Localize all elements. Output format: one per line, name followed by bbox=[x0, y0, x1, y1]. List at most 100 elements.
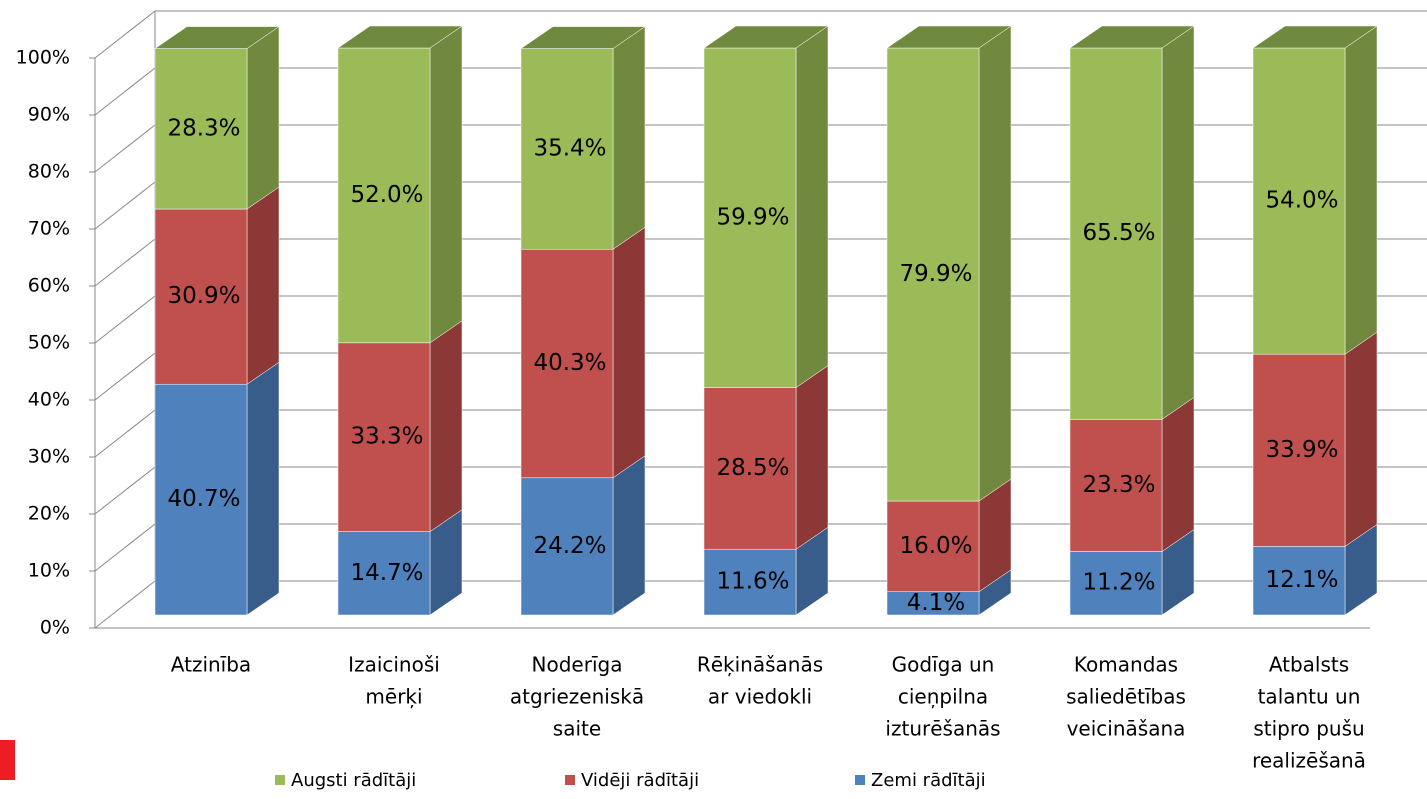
bar bbox=[337, 531, 431, 616]
data-label: 30.9% bbox=[167, 283, 240, 309]
legend-label: Vidēji rādītāji bbox=[581, 770, 699, 791]
x-tick-label: stipro pušu bbox=[1253, 717, 1364, 741]
y-tick-label: 30% bbox=[28, 446, 70, 468]
grid-line-depth bbox=[94, 466, 156, 515]
legend-label: Zemi rādītāji bbox=[871, 770, 986, 791]
bar-top bbox=[1069, 25, 1195, 49]
x-tick-label: saliedētības bbox=[1066, 685, 1186, 709]
y-tick-label: 60% bbox=[28, 275, 70, 297]
y-tick-label: 40% bbox=[28, 389, 70, 411]
x-tick-label: atgriezeniskā bbox=[510, 685, 644, 709]
data-label: 4.1% bbox=[907, 590, 965, 616]
legend-swatch bbox=[565, 775, 575, 785]
bar bbox=[337, 342, 431, 532]
bar-top bbox=[337, 25, 463, 49]
bar-side bbox=[246, 361, 280, 616]
bar-top bbox=[154, 26, 280, 49]
bar bbox=[703, 548, 797, 616]
x-tick-label: Atbalsts bbox=[1269, 653, 1349, 677]
data-label: 40.3% bbox=[533, 350, 606, 376]
grid-line-depth bbox=[94, 352, 156, 401]
bar-side bbox=[612, 455, 646, 616]
data-label: 14.7% bbox=[350, 560, 423, 586]
bar bbox=[154, 48, 248, 210]
x-tick-label: ar viedokli bbox=[708, 685, 812, 709]
x-tick-label: saite bbox=[553, 717, 601, 741]
legend-label: Augsti rādītāji bbox=[291, 770, 416, 791]
x-tick-label: veicināšana bbox=[1067, 717, 1186, 741]
bar bbox=[886, 500, 980, 593]
grid-line-depth bbox=[94, 181, 156, 230]
bar bbox=[1252, 546, 1346, 616]
bar bbox=[154, 383, 248, 616]
data-label: 35.4% bbox=[533, 135, 606, 161]
data-label: 28.5% bbox=[716, 455, 789, 481]
y-tick-label: 50% bbox=[28, 332, 70, 354]
bar-side bbox=[429, 25, 463, 344]
bar-top bbox=[520, 26, 646, 49]
legend-swatch bbox=[275, 775, 285, 785]
x-tick-label: Atzinība bbox=[171, 653, 251, 677]
bar bbox=[1252, 47, 1346, 355]
grid-line-depth bbox=[94, 295, 156, 344]
bar bbox=[1069, 551, 1163, 616]
bar-top bbox=[1252, 25, 1378, 49]
x-tick-label: Noderīga bbox=[532, 653, 623, 677]
grid-line-depth bbox=[94, 67, 156, 116]
y-tick-label: 90% bbox=[28, 104, 70, 126]
grid-line-depth bbox=[94, 580, 156, 629]
bar bbox=[154, 208, 248, 385]
bar-side bbox=[1161, 25, 1195, 420]
data-label: 79.9% bbox=[899, 261, 972, 287]
x-tick-label: Rēķināšanās bbox=[697, 653, 823, 677]
grid-line-depth bbox=[94, 409, 156, 458]
data-label: 16.0% bbox=[899, 533, 972, 559]
bar-side bbox=[612, 26, 646, 250]
data-label: 33.3% bbox=[350, 424, 423, 450]
bar bbox=[520, 477, 614, 616]
bar bbox=[1069, 419, 1163, 552]
bar bbox=[703, 387, 797, 550]
y-tick-label: 0% bbox=[40, 617, 70, 639]
x-tick-label: talantu un bbox=[1258, 685, 1361, 709]
bar-side bbox=[246, 26, 280, 210]
data-label: 52.0% bbox=[350, 182, 423, 208]
x-tick-label: realizēšanā bbox=[1252, 749, 1366, 773]
y-tick-label: 10% bbox=[28, 560, 70, 582]
data-label: 11.6% bbox=[716, 569, 789, 595]
data-label: 40.7% bbox=[167, 486, 240, 512]
data-label: 23.3% bbox=[1082, 472, 1155, 498]
bar-side bbox=[1344, 331, 1378, 547]
x-tick-label: Godīga un bbox=[892, 653, 995, 677]
y-tick-label: 70% bbox=[28, 218, 70, 240]
bar-side bbox=[795, 25, 829, 389]
data-label: 54.0% bbox=[1265, 188, 1338, 214]
bar-side bbox=[978, 25, 1012, 502]
bar bbox=[520, 48, 614, 250]
grid-line-depth bbox=[94, 238, 156, 287]
bar-side bbox=[1161, 396, 1195, 552]
x-tick-label: Komandas bbox=[1074, 653, 1178, 677]
x-tick-label: izturēšanās bbox=[885, 717, 1000, 741]
x-tick-label: Izaicinoši bbox=[348, 653, 440, 677]
bar bbox=[1252, 353, 1346, 547]
data-label: 11.2% bbox=[1082, 570, 1155, 596]
legend-swatch bbox=[855, 775, 865, 785]
bar bbox=[1069, 47, 1163, 420]
bar-side bbox=[429, 320, 463, 533]
data-label: 33.9% bbox=[1265, 437, 1338, 463]
x-tick-label: mērķi bbox=[365, 685, 422, 709]
y-tick-label: 80% bbox=[28, 161, 70, 183]
grid-line-depth bbox=[94, 10, 156, 59]
grid-line-depth bbox=[94, 124, 156, 173]
x-tick-label: cieņpilna bbox=[898, 685, 988, 709]
bar bbox=[337, 47, 431, 344]
bar-side bbox=[1344, 25, 1378, 355]
y-tick-label: 100% bbox=[16, 47, 70, 69]
data-label: 65.5% bbox=[1082, 220, 1155, 246]
y-tick-label: 20% bbox=[28, 503, 70, 525]
data-label: 12.1% bbox=[1265, 567, 1338, 593]
bar-side bbox=[246, 186, 280, 385]
data-label: 28.3% bbox=[167, 115, 240, 141]
